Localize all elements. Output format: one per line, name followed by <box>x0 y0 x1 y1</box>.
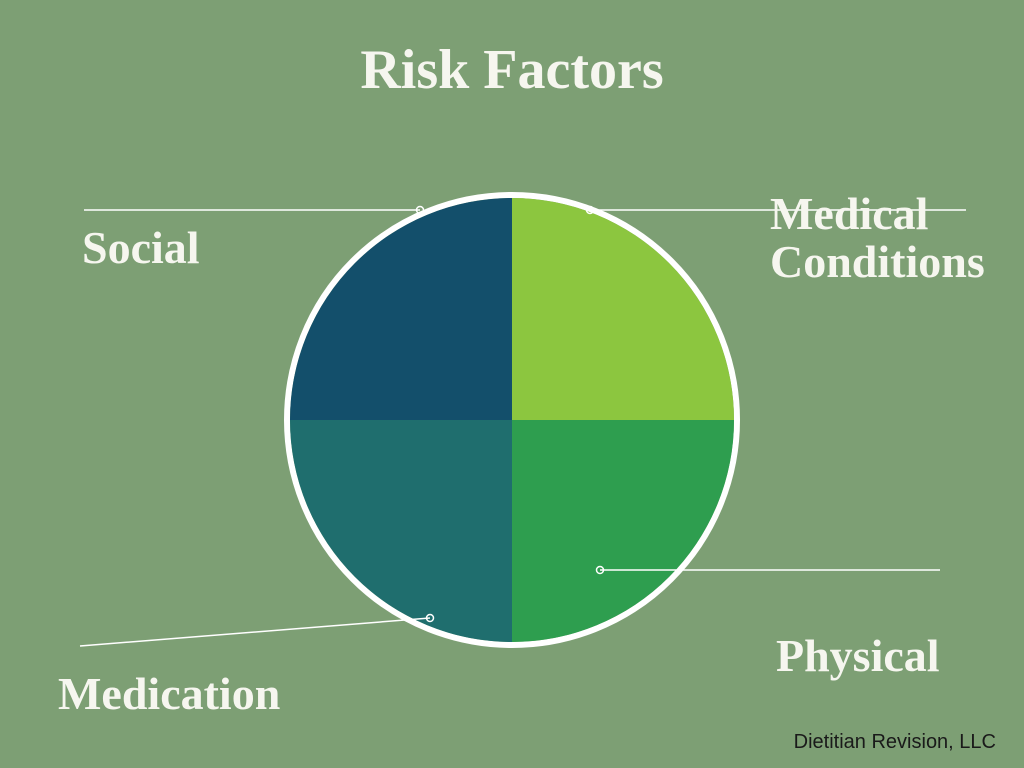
slice-medication <box>290 420 512 642</box>
infographic-canvas: Risk Factors Social Medical Conditions <box>0 0 1024 768</box>
slice-medical <box>512 198 734 420</box>
pie-chart <box>284 192 740 648</box>
chart-title: Risk Factors <box>0 38 1024 102</box>
attribution-text: Dietitian Revision, LLC <box>794 731 996 754</box>
pie-chart-inner <box>290 198 734 642</box>
label-medication: Medication <box>58 670 280 718</box>
slice-social <box>290 198 512 420</box>
label-physical: Physical <box>776 632 940 680</box>
slice-physical <box>512 420 734 642</box>
label-medical: Medical Conditions <box>770 190 985 287</box>
label-social: Social <box>82 224 200 272</box>
